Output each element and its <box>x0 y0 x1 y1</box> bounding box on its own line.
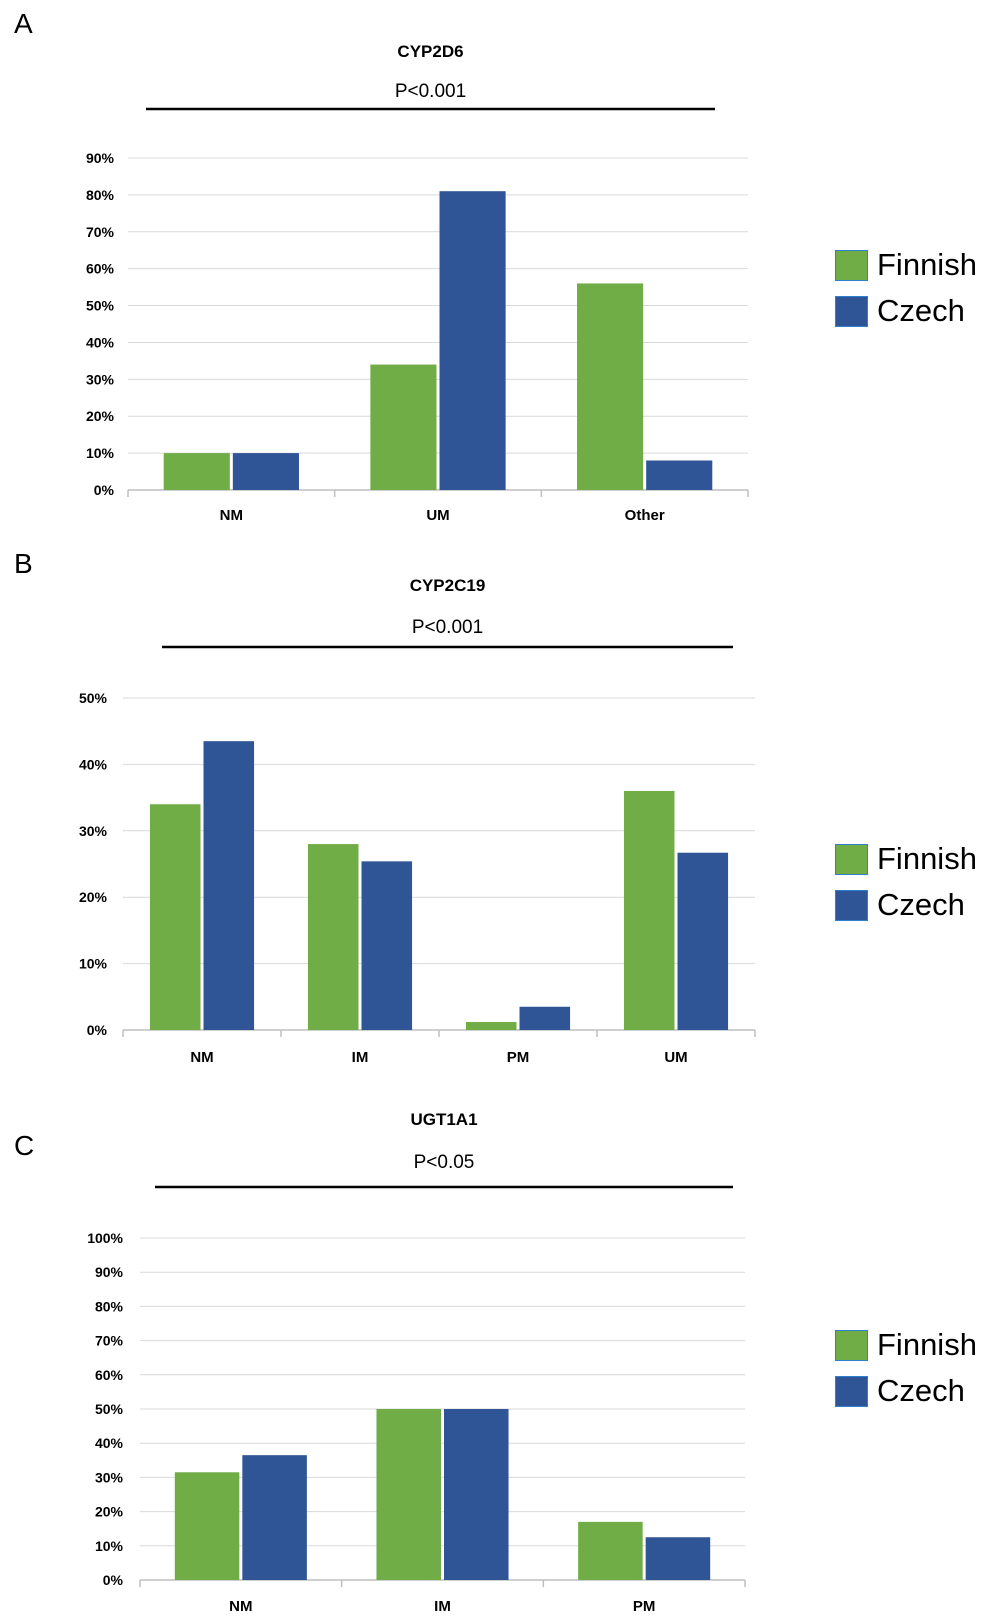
bar-czech <box>203 741 255 1030</box>
legend-swatch-finnish <box>835 1329 868 1361</box>
panel-b: B 0% 10% 20% 30% 40% 50% NM IM PM UM CYP2C19 P<0.00… <box>0 540 995 1090</box>
x-tick-label: Other <box>625 507 665 524</box>
panel-a: A 0% 10% 20% 30% 40% 50% 60% 70% 80% 90% NM UM Other… <box>0 0 995 540</box>
x-tick-label: NM <box>220 507 243 524</box>
bar-czech <box>646 460 713 490</box>
y-tick-label: 30% <box>79 823 108 839</box>
legend-label: Finnish <box>877 247 977 282</box>
y-tick-label: 90% <box>86 150 115 166</box>
y-tick-label: 0% <box>94 482 115 498</box>
bar-finnish <box>174 1472 240 1580</box>
y-tick-label: 50% <box>79 690 108 706</box>
panel-letter: C <box>14 1130 35 1161</box>
chart-svg: 0% 10% 20% 30% 40% 50% NM IM PM UM CYP2C19 P<0.001 <box>79 576 756 1066</box>
legend-label: Czech <box>877 1373 965 1408</box>
y-tick-label: 10% <box>86 445 115 461</box>
bar-finnish <box>465 1022 517 1030</box>
x-tick-label: UM <box>664 1049 687 1066</box>
y-tick-label: 0% <box>103 1572 124 1588</box>
x-tick-label: NM <box>229 1598 252 1615</box>
y-tick-label: 30% <box>86 371 115 387</box>
bar-czech <box>444 1409 509 1580</box>
legend-item-czech: Czech <box>835 288 977 334</box>
bar-finnish <box>376 1409 441 1580</box>
legend: Finnish Czech <box>835 242 977 334</box>
x-tick-label: NM <box>190 1049 213 1066</box>
p-value-label: P<0.05 <box>414 1152 475 1173</box>
legend-label: Finnish <box>877 841 977 876</box>
y-tick-label: 80% <box>86 187 115 203</box>
bar-finnish <box>149 804 201 1030</box>
legend-label: Czech <box>877 293 965 328</box>
chart-title: CYP2D6 <box>397 42 463 61</box>
chart-svg: 0% 10% 20% 30% 40% 50% 60% 70% 80% 90% NM UM Other CY… <box>86 42 749 524</box>
bar-finnish <box>307 844 359 1030</box>
bar-finnish <box>623 790 675 1030</box>
y-tick-label: 60% <box>95 1367 124 1383</box>
chart-title: UGT1A1 <box>410 1110 477 1129</box>
x-tick-label: IM <box>434 1598 451 1615</box>
bar-czech <box>361 861 413 1030</box>
x-tick-label: PM <box>507 1049 530 1066</box>
bar-czech <box>645 1537 711 1580</box>
y-tick-label: 90% <box>95 1264 124 1280</box>
panel-letter: A <box>14 8 33 39</box>
y-tick-label: 0% <box>87 1022 108 1038</box>
bar-czech <box>677 852 729 1030</box>
legend-item-finnish: Finnish <box>835 242 977 288</box>
x-tick-label: IM <box>352 1049 369 1066</box>
y-tick-label: 70% <box>95 1333 124 1349</box>
bar-czech <box>519 1006 571 1030</box>
y-tick-label: 20% <box>86 408 115 424</box>
y-tick-label: 30% <box>95 1469 124 1485</box>
y-tick-label: 40% <box>95 1435 124 1451</box>
bar-finnish <box>577 283 644 490</box>
legend-item-czech: Czech <box>835 882 977 928</box>
legend-swatch-czech <box>835 889 868 921</box>
y-tick-label: 10% <box>95 1538 124 1554</box>
bar-czech <box>242 1455 307 1580</box>
x-tick-label: UM <box>426 507 449 524</box>
legend-swatch-czech <box>835 295 868 327</box>
legend-item-czech: Czech <box>835 1368 977 1414</box>
legend-item-finnish: Finnish <box>835 1322 977 1368</box>
y-tick-label: 40% <box>79 756 108 772</box>
legend: Finnish Czech <box>835 836 977 928</box>
legend-item-finnish: Finnish <box>835 836 977 882</box>
bar-czech <box>439 191 506 490</box>
chart-svg: 0% 10% 20% 30% 40% 50% 60% 70% 80% 90% 100% NM IM PM U… <box>87 1110 746 1615</box>
y-tick-label: 40% <box>86 334 115 350</box>
legend: Finnish Czech <box>835 1322 977 1414</box>
bar-finnish <box>163 453 230 490</box>
y-tick-label: 50% <box>86 298 115 314</box>
y-tick-label: 80% <box>95 1298 124 1314</box>
chart-title: CYP2C19 <box>410 576 486 595</box>
legend-swatch-finnish <box>835 249 868 281</box>
y-tick-label: 100% <box>87 1230 123 1246</box>
bar-finnish <box>578 1521 643 1580</box>
x-tick-label: PM <box>633 1598 656 1615</box>
legend-label: Finnish <box>877 1327 977 1362</box>
bar-czech <box>232 453 299 490</box>
y-tick-label: 70% <box>86 224 115 240</box>
bar-finnish <box>370 364 437 490</box>
p-value-label: P<0.001 <box>412 617 483 638</box>
y-tick-label: 20% <box>79 889 108 905</box>
y-tick-label: 10% <box>79 956 108 972</box>
panel-c: C 0% 10% 20% 30% 40% 50% 60% 70% 80% 90% 100% NM IM P… <box>0 1090 995 1619</box>
y-tick-label: 20% <box>95 1504 124 1520</box>
legend-swatch-czech <box>835 1375 868 1407</box>
y-tick-label: 60% <box>86 261 115 277</box>
p-value-label: P<0.001 <box>395 81 466 102</box>
y-tick-label: 50% <box>95 1401 124 1417</box>
legend-swatch-finnish <box>835 843 868 875</box>
panel-letter: B <box>14 548 33 579</box>
legend-label: Czech <box>877 887 965 922</box>
